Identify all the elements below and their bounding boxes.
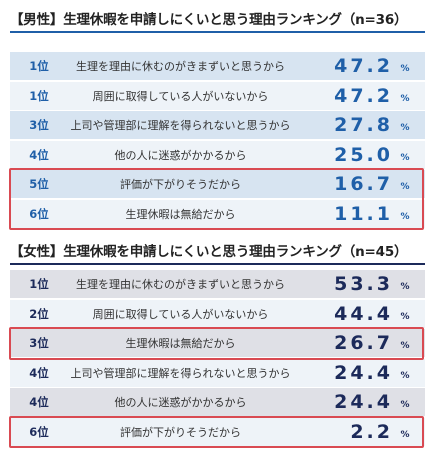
male-value-label: 16.7	[334, 173, 393, 195]
female-reason-label: 他の人に迷惑がかかるから	[114, 396, 247, 409]
female-row-2: 2位 周囲に取得している人がいないから 44.4%	[10, 299, 425, 328]
male-rank-label: 4位	[29, 147, 49, 162]
male-reason-label: 周囲に取得している人がいないから	[92, 89, 269, 103]
female-percent-unit: %	[400, 311, 410, 322]
female-row-4: 4位 上司や管理部に理解を得られないと思うから 24.4%	[10, 358, 425, 387]
male-rank-label: 1位	[29, 59, 49, 73]
female-rank-label: 1位	[29, 277, 49, 291]
male-chart-title: 【男性】生理休暇を申請しにくいと思う理由ランキング（n=36）	[10, 12, 408, 28]
female-percent-unit: %	[400, 429, 410, 440]
female-percent-unit: %	[400, 370, 410, 381]
male-percent-unit: %	[400, 211, 410, 222]
male-value-label: 25.0	[334, 143, 393, 166]
male-row-6: 6位 生理休暇は無給だから 11.1%	[10, 199, 425, 228]
female-percent-unit: %	[400, 282, 410, 292]
male-reason-label: 他の人に迷惑がかかるから	[114, 148, 247, 162]
male-percent-unit: %	[400, 64, 410, 74]
female-rank-label: 4位	[29, 365, 49, 380]
male-row-3: 3位 上司や管理部に理解を得られないと思うから 27.8%	[10, 111, 425, 139]
male-percent-unit: %	[400, 152, 410, 163]
male-rank-label: 5位	[29, 177, 49, 191]
female-value-label: 44.4	[334, 302, 393, 325]
female-ranking-table: 1位 生理を理由に休むのがきまずいと思うから 53.3% 2位 周囲に取得している人がい…	[9, 270, 425, 448]
female-rank-label: 2位	[29, 306, 49, 321]
male-row-5: 5位 評価が下がりそうだから 16.7%	[10, 170, 425, 198]
male-value-label: 27.8	[334, 114, 393, 136]
female-value-label: 53.3	[334, 273, 393, 295]
female-rank-label: 6位	[29, 424, 49, 439]
female-title-rule	[10, 263, 425, 265]
female-row-3: 3位 生理休暇は無給だから 26.7%	[10, 329, 425, 357]
female-percent-unit: %	[400, 341, 410, 351]
female-row-5: 4位 他の人に迷惑がかかるから 24.4%	[10, 388, 425, 416]
female-reason-label: 生理休暇は無給だから	[125, 337, 236, 350]
male-title-rule	[10, 31, 425, 33]
male-percent-unit: %	[400, 93, 410, 104]
male-rank-label: 3位	[29, 118, 49, 132]
male-row-4: 4位 他の人に迷惑がかかるから 25.0%	[10, 140, 425, 169]
male-value-label: 11.1	[334, 202, 393, 225]
female-value-label: 26.7	[334, 332, 393, 354]
male-rank-label: 6位	[29, 206, 49, 221]
male-value-label: 47.2	[334, 55, 393, 77]
male-value-label: 47.2	[334, 84, 393, 107]
female-reason-label: 周囲に取得している人がいないから	[92, 307, 269, 321]
female-row-1: 1位 生理を理由に休むのがきまずいと思うから 53.3%	[10, 270, 425, 298]
female-reason-label: 生理を理由に休むのがきまずいと思うから	[76, 278, 285, 291]
male-row-1: 1位 生理を理由に休むのがきまずいと思うから 47.2%	[10, 52, 425, 80]
male-reason-label: 評価が下がりそうだから	[120, 178, 241, 191]
female-rank-label: 4位	[29, 395, 49, 409]
male-ranking-table: 1位 生理を理由に休むのがきまずいと思うから 47.2% 1位 周囲に取得している人がい…	[9, 52, 425, 230]
male-percent-unit: %	[400, 182, 410, 192]
male-reason-label: 上司や管理部に理解を得られないと思うから	[70, 119, 291, 132]
male-reason-label: 生理を理由に休むのがきまずいと思うから	[76, 60, 285, 73]
female-reason-label: 上司や管理部に理解を得られないと思うから	[70, 366, 291, 380]
female-value-label: 24.4	[334, 361, 393, 384]
female-row-6: 6位 評価が下がりそうだから 2.2%	[10, 417, 425, 446]
male-row-2: 1位 周囲に取得している人がいないから 47.2%	[10, 81, 425, 110]
male-percent-unit: %	[400, 123, 410, 133]
male-rank-label: 1位	[29, 88, 49, 103]
female-chart-title: 【女性】生理休暇を申請しにくいと思う理由ランキング（n=45）	[10, 244, 408, 260]
female-value-label: 24.4	[334, 391, 393, 413]
female-rank-label: 3位	[29, 336, 49, 350]
male-reason-label: 生理休暇は無給だから	[125, 207, 236, 221]
female-percent-unit: %	[400, 400, 410, 410]
female-reason-label: 評価が下がりそうだから	[120, 425, 241, 439]
female-value-label: 2.2	[350, 420, 393, 443]
